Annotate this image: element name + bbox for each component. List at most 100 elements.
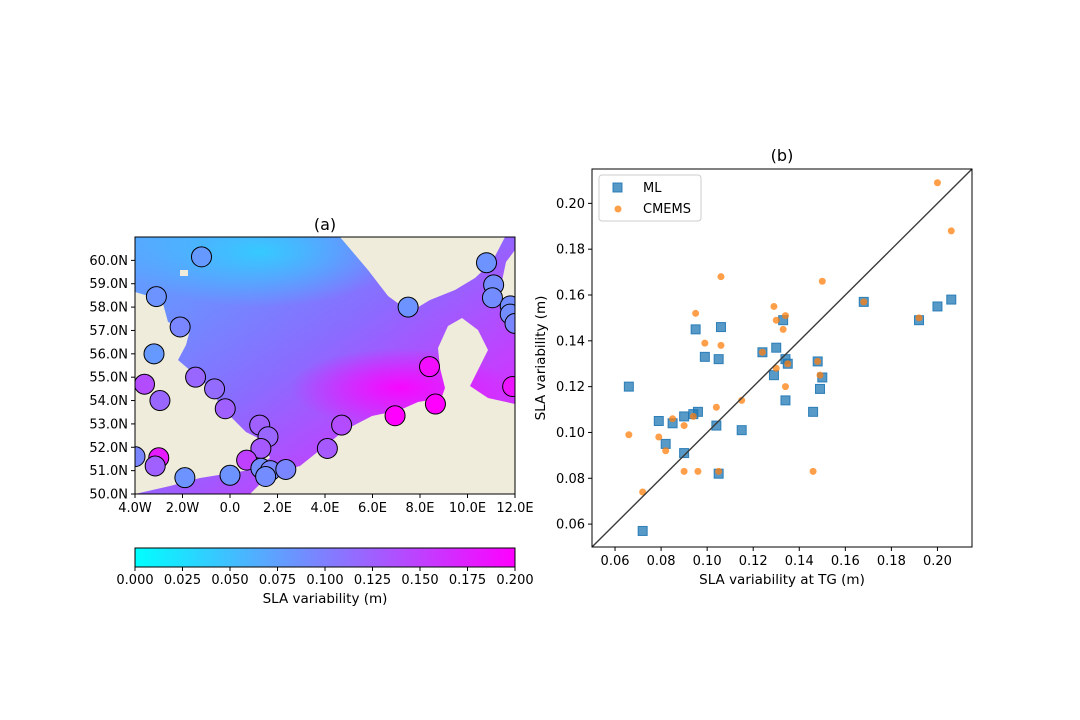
colorbar-tick-label: 0.175 — [449, 573, 486, 588]
cmems-point — [680, 467, 688, 475]
cmems-point — [625, 431, 633, 439]
scatter-x-tick-label: 0.14 — [785, 554, 814, 569]
ml-point — [780, 395, 791, 406]
legend-cmems-label: CMEMS — [643, 202, 691, 217]
map-lat-tick-label: 50.0N — [89, 488, 128, 503]
tide-gauge-station — [214, 398, 236, 420]
scatter-points — [623, 179, 957, 536]
scatter-y-tick-label: 0.14 — [556, 334, 585, 349]
map-lat-tick-label: 54.0N — [89, 394, 128, 409]
cmems-point — [694, 467, 702, 475]
cmems-point — [655, 433, 663, 441]
ml-point — [771, 342, 782, 353]
legend-ml-label: ML — [643, 181, 662, 196]
map-lon-tick-label: 6.0E — [358, 501, 387, 516]
map-lat-tick-label: 55.0N — [89, 371, 128, 386]
map-lat-tick-label: 58.0N — [89, 301, 128, 316]
cmems-point — [772, 364, 780, 372]
cmems-point — [818, 277, 826, 285]
cmems-point — [715, 467, 723, 475]
tide-gauge-station — [144, 455, 166, 477]
map-title: (a) — [314, 215, 336, 234]
tide-gauge-station — [397, 296, 419, 318]
colorbar-tick-label: 0.000 — [116, 573, 153, 588]
cmems-point — [781, 383, 789, 391]
tide-gauge-station — [145, 286, 167, 308]
tide-gauge-station — [424, 393, 446, 415]
cmems-point — [770, 302, 778, 310]
scatter-y-tick-label: 0.08 — [556, 472, 585, 487]
tide-gauge-station — [169, 316, 191, 338]
colorbar-tick-label: 0.200 — [496, 573, 533, 588]
legend: ML CMEMS — [598, 174, 702, 222]
colorbar-gradient — [134, 547, 516, 568]
scatter-y-ticks: 0.06 0.08 0.10 0.12 0.14 0.16 0.18 0.20 — [556, 197, 592, 533]
cmems-point — [701, 339, 709, 347]
cmems-point — [717, 341, 725, 349]
scatter-x-tick-label: 0.20 — [923, 554, 952, 569]
ml-point — [711, 420, 722, 431]
scatter-x-tick-label: 0.12 — [739, 554, 768, 569]
ml-point — [768, 370, 779, 381]
ml-point — [660, 438, 671, 449]
tide-gauge-station — [255, 465, 277, 487]
cmems-point — [689, 412, 697, 420]
cmems-point — [779, 325, 787, 333]
colorbar-tick-label: 0.075 — [259, 573, 296, 588]
map-lat-tick-label: 59.0N — [89, 277, 128, 292]
cmems-point — [680, 422, 688, 430]
tide-gauge-station — [185, 366, 207, 388]
cmems-point — [814, 357, 822, 365]
tide-gauge-station — [191, 246, 212, 268]
map-lat-tick-label: 52.0N — [89, 441, 128, 456]
map-lon-tick-label: 12.0E — [496, 501, 533, 516]
scatter-x-tick-label: 0.18 — [877, 554, 906, 569]
ml-point — [713, 354, 724, 365]
ml-point — [653, 416, 664, 426]
scatter-x-tick-label: 0.16 — [831, 554, 860, 569]
tide-gauge-station — [174, 467, 196, 489]
tide-gauge-station — [135, 446, 146, 468]
colorbar-tick-label: 0.125 — [354, 573, 391, 588]
tide-gauge-station — [504, 312, 515, 334]
cmems-point — [692, 309, 700, 317]
ml-point — [679, 411, 690, 422]
cmems-point — [669, 415, 677, 423]
cmems-point — [712, 403, 720, 411]
tide-gauge-station — [316, 437, 338, 459]
tide-gauge-station — [331, 414, 353, 436]
ml-point — [699, 351, 710, 362]
tide-gauge-station — [149, 390, 171, 412]
ml-point — [808, 406, 819, 417]
cmems-point — [784, 360, 792, 368]
cmems-point — [639, 488, 647, 496]
scatter-y-tick-label: 0.10 — [556, 426, 585, 441]
cmems-point — [717, 273, 725, 281]
scatter-x-ticks: 0.06 0.08 0.10 0.12 0.14 0.16 0.18 0.20 — [601, 547, 952, 569]
map-lon-tick-label: 4.0E — [311, 501, 340, 516]
cmems-point — [816, 371, 824, 379]
ml-point — [932, 301, 943, 312]
station-markers — [135, 246, 515, 489]
ml-point — [690, 324, 701, 335]
cmems-point — [915, 314, 923, 322]
scatter-x-label: SLA variability at TG (m) — [699, 572, 865, 588]
tide-gauge-station — [481, 287, 503, 309]
cmems-point — [809, 467, 817, 475]
colorbar-tick-label: 0.050 — [211, 573, 248, 588]
one-to-one-line — [592, 169, 972, 547]
map-lat-tick-label: 56.0N — [89, 347, 128, 362]
tide-gauge-station — [143, 343, 165, 365]
ml-point — [946, 294, 957, 305]
tide-gauge-station — [384, 405, 406, 427]
map-lon-ticks: 4.0W 2.0W 0.0 2.0E 4.0E 6.0E 8.0E 10.0E 12.0E — [118, 494, 534, 516]
scatter-y-tick-label: 0.20 — [556, 197, 585, 212]
map-lon-tick-label: 10.0E — [449, 501, 486, 516]
map-lon-tick-label: 4.0W — [118, 501, 152, 516]
colorbar-label: SLA variability (m) — [263, 591, 388, 607]
cmems-point — [772, 316, 780, 324]
scatter-y-tick-label: 0.12 — [556, 380, 585, 395]
scatter-frame — [591, 168, 973, 548]
tide-gauge-station — [204, 378, 226, 400]
ml-point — [623, 381, 634, 392]
